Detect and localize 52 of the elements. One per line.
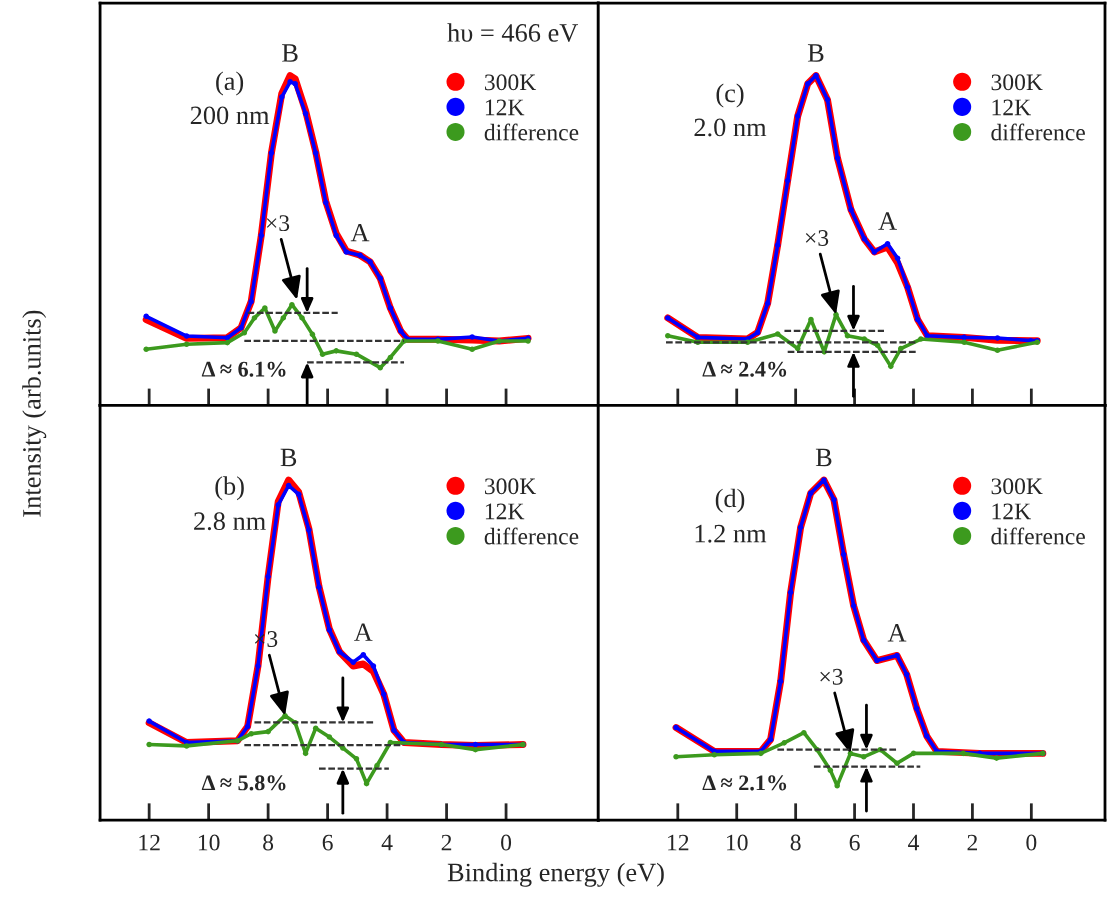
- x-tick-label: 0: [1026, 834, 1037, 851]
- y-axis-title: Intensity (arb.units): [22, 310, 47, 517]
- x-tick-label: 2: [967, 834, 978, 851]
- annotation: A: [878, 212, 897, 230]
- x-tick-label: 4: [908, 834, 920, 851]
- annotation: B: [282, 44, 298, 62]
- annotation: A: [354, 623, 373, 641]
- annotation: (a): [216, 71, 244, 96]
- x-tick-label: 6: [849, 834, 860, 851]
- annotation: ×3: [266, 215, 290, 232]
- annotation: (b): [215, 476, 244, 501]
- x-tick-label: 2: [441, 834, 452, 851]
- x-tick-label: 0: [501, 834, 512, 851]
- x-tick-label: 8: [263, 834, 274, 851]
- legend-label: 12K: [992, 99, 1031, 116]
- annotation: Δ ≈ 5.8%: [201, 775, 286, 791]
- annotation: 2.0 nm: [694, 118, 767, 137]
- legend-label: 300K: [484, 74, 537, 91]
- annotation: ×3: [805, 230, 829, 246]
- annotation: B: [815, 448, 832, 467]
- annotation: 200 nm: [190, 106, 270, 125]
- x-tick-label: 10: [727, 834, 748, 851]
- x-axis-title: Binding energy (eV): [447, 862, 664, 887]
- x-tick-label: 12: [668, 834, 689, 851]
- annotation: A: [350, 223, 370, 242]
- legend-label: difference: [991, 527, 1085, 545]
- legend-label: 12K: [485, 99, 525, 116]
- annotation: (c): [716, 83, 744, 108]
- x-tick-label: 12: [139, 834, 160, 851]
- annotation: Δ ≈ 2.1%: [702, 775, 787, 791]
- x-tick-label: 10: [198, 834, 220, 851]
- annotation: B: [280, 448, 297, 467]
- x-tick-label: 8: [790, 834, 801, 851]
- legend-label: 12K: [485, 503, 525, 520]
- legend-label: difference: [484, 527, 579, 545]
- annotation: B: [807, 44, 824, 62]
- annotation: Δ ≈ 2.4%: [702, 361, 787, 377]
- annotation: Δ ≈ 6.1%: [201, 361, 286, 377]
- annotation: A: [887, 624, 907, 642]
- annotation: 1.2 nm: [695, 524, 767, 543]
- x-tick-label: 4: [381, 834, 393, 851]
- legend-label: 300K: [991, 74, 1043, 91]
- legend-label: difference: [484, 123, 579, 141]
- annotation: 2.8 nm: [194, 512, 266, 531]
- legend-label: 300K: [991, 478, 1043, 495]
- text: hυ = 466 eV: [447, 23, 579, 42]
- annotation: (d): [715, 488, 745, 513]
- legend-label: difference: [991, 123, 1085, 141]
- legend-label: 300K: [484, 478, 537, 495]
- x-tick-label: 6: [322, 834, 333, 851]
- legend-label: 12K: [992, 503, 1031, 520]
- annotation: ×3: [820, 668, 843, 685]
